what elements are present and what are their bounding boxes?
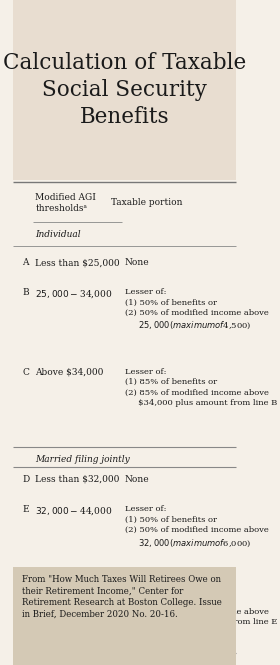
- Text: ᵃModified AGI is AGI plus certain income exclusions plus
50 percent of Social Se: ᵃModified AGI is AGI plus certain income…: [22, 632, 234, 660]
- Text: $25,000-$34,000: $25,000-$34,000: [36, 288, 113, 300]
- Text: None: None: [125, 475, 149, 484]
- Text: Lesser of:
(1) 50% of benefits or
(2) 50% of modified income above
     $32,000 : Lesser of: (1) 50% of benefits or (2) 50…: [125, 505, 268, 549]
- Text: F: F: [22, 587, 29, 596]
- Text: None: None: [125, 258, 149, 267]
- Text: E: E: [22, 505, 29, 515]
- Text: Less than $32,000: Less than $32,000: [36, 475, 120, 484]
- Text: C: C: [22, 368, 29, 377]
- Text: $32,000-$44,000: $32,000-$44,000: [36, 505, 113, 517]
- Text: Lesser of:
(1) 50% of benefits or
(2) 50% of modified income above
     $25,000 : Lesser of: (1) 50% of benefits or (2) 50…: [125, 288, 268, 331]
- Text: Lesser of:
(1) 85% of benefits or
(2) 85% of modified income above
     $34,000 : Lesser of: (1) 85% of benefits or (2) 85…: [125, 368, 277, 407]
- Text: Individual: Individual: [35, 229, 81, 239]
- Text: Taxable portion: Taxable portion: [111, 198, 183, 207]
- Text: Above $44,000: Above $44,000: [36, 587, 104, 596]
- Text: Calculation of Taxable
Social Security
Benefits: Calculation of Taxable Social Security B…: [3, 52, 246, 128]
- Text: Above $34,000: Above $34,000: [36, 368, 104, 377]
- Text: B: B: [22, 288, 29, 297]
- Text: D: D: [22, 475, 29, 484]
- Text: Married filing jointly: Married filing jointly: [36, 455, 130, 464]
- Text: A: A: [22, 258, 29, 267]
- FancyBboxPatch shape: [13, 567, 236, 665]
- FancyBboxPatch shape: [13, 0, 236, 180]
- Text: Lesser of:
(1) 85% of benefits or
(2) 85% of modified income above
     $44,000 : Lesser of: (1) 85% of benefits or (2) 85…: [125, 587, 277, 626]
- Text: From "How Much Taxes Will Retirees Owe on
their Retirement Income," Center for
R: From "How Much Taxes Will Retirees Owe o…: [22, 575, 222, 619]
- Text: Modified AGI
thresholdsᵃ: Modified AGI thresholdsᵃ: [36, 193, 96, 213]
- Text: Less than $25,000: Less than $25,000: [36, 258, 120, 267]
